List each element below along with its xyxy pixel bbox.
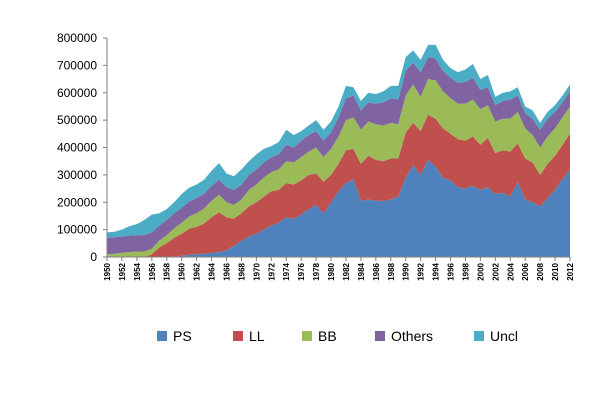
legend-swatch-others [375, 331, 385, 341]
legend-label-uncl: Uncl [490, 328, 518, 344]
y-tick-label: 400000 [57, 141, 97, 155]
area-ll [107, 114, 570, 258]
x-tick-label: 2012 [566, 262, 575, 280]
x-tick-label: 1960 [178, 262, 187, 280]
y-tick-label: 0 [90, 250, 97, 264]
area-uncl [107, 44, 570, 238]
y-tick-label: 300000 [57, 168, 97, 182]
area-series-group [107, 44, 570, 258]
area-bb [107, 79, 570, 257]
x-tick-label: 1988 [387, 262, 396, 280]
x-tick-label: 1990 [402, 262, 411, 280]
y-axis-ticks: 0 100000 200000 300000 400000 500000 600000 700… [57, 31, 107, 264]
x-tick-label: 2008 [536, 262, 545, 280]
y-tick-label: 800000 [57, 31, 97, 45]
x-tick-label: 1966 [222, 262, 231, 280]
x-tick-label: 1952 [118, 262, 127, 280]
x-tick-label: 1950 [103, 262, 112, 280]
area-others [107, 57, 570, 255]
area-ps [107, 159, 570, 257]
x-axis-ticks: 1950 1952 1954 1956 1958 1960 1962 1964 1966 1968… [103, 257, 575, 281]
x-tick-label: 2004 [506, 262, 515, 280]
x-tick-label: 1958 [163, 262, 172, 280]
legend-label-others: Others [391, 328, 433, 344]
legend: PS LL BB Others Uncl [157, 328, 518, 344]
x-tick-label: 1996 [447, 262, 456, 280]
x-tick-label: 2000 [476, 262, 485, 280]
legend-swatch-ps [157, 331, 167, 341]
legend-label-ll: LL [249, 328, 265, 344]
x-tick-label: 1968 [237, 262, 246, 280]
x-tick-label: 1976 [297, 262, 306, 280]
x-tick-label: 2002 [491, 262, 500, 280]
x-tick-label: 1956 [148, 262, 157, 280]
x-tick-label: 1984 [357, 262, 366, 280]
x-tick-label: 1986 [372, 262, 381, 280]
x-tick-label: 1954 [133, 262, 142, 280]
x-tick-label: 1982 [342, 262, 351, 280]
x-tick-label: 1980 [327, 262, 336, 280]
legend-swatch-uncl [474, 331, 484, 341]
y-tick-label: 100000 [57, 223, 97, 237]
y-tick-label: 500000 [57, 113, 97, 127]
legend-swatch-bb [302, 331, 312, 341]
legend-label-bb: BB [318, 328, 337, 344]
x-tick-label: 1992 [417, 262, 426, 280]
legend-swatch-ll [233, 331, 243, 341]
x-tick-label: 2010 [551, 262, 560, 280]
x-tick-label: 1998 [461, 262, 470, 280]
x-tick-label: 1972 [267, 262, 276, 280]
x-tick-label: 1974 [282, 262, 291, 280]
x-tick-label: 1970 [252, 262, 261, 280]
x-tick-label: 1978 [312, 262, 321, 280]
y-tick-label: 700000 [57, 58, 97, 72]
x-tick-label: 2006 [521, 262, 530, 280]
x-tick-label: 1962 [193, 262, 202, 280]
x-tick-label: 1994 [432, 262, 441, 280]
legend-label-ps: PS [173, 328, 192, 344]
y-tick-label: 600000 [57, 86, 97, 100]
x-tick-label: 1964 [208, 262, 217, 280]
y-tick-label: 200000 [57, 195, 97, 209]
